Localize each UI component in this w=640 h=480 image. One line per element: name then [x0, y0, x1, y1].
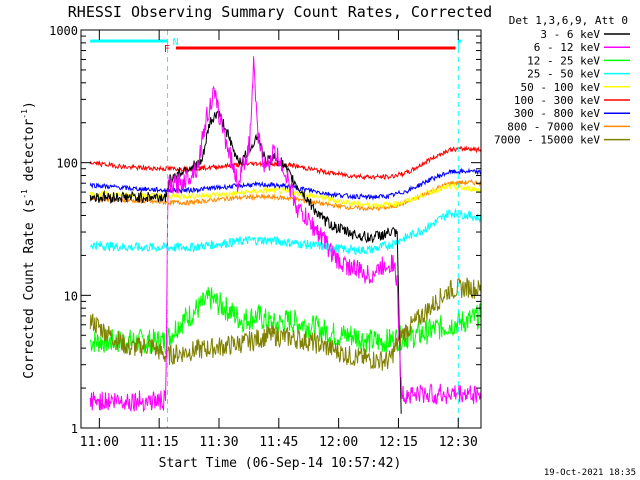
x-tick-label: 12:30 [439, 435, 478, 450]
series-line-7 [89, 167, 481, 201]
y-tick-label: 1000 [49, 24, 78, 38]
series-line-1 [89, 109, 402, 414]
series-line-3 [89, 287, 481, 355]
axis-layer: 1 10 100 1000 11:00 11:15 11:30 11:45 12:00 12:15… [49, 24, 481, 450]
chart-title: RHESSI Observing Summary Count Rates, Co… [68, 3, 492, 21]
x-tick-label: 11:45 [259, 435, 298, 450]
series-line-4 [89, 207, 481, 256]
series-layer [89, 56, 481, 414]
y-tick-label: 10 [64, 289, 78, 303]
y-axis-label-sup2: -1 [20, 109, 29, 119]
series-line-2 [89, 56, 481, 413]
legend-label: 3 - 6 keV [540, 28, 600, 41]
legend-label: 50 - 100 keV [521, 81, 601, 94]
x-tick-label: 11:00 [80, 435, 119, 450]
y-tick-label: 100 [56, 157, 78, 171]
legend-label: 25 - 50 keV [527, 68, 600, 81]
legend-label: 6 - 12 keV [534, 41, 601, 54]
plot-frame [80, 29, 482, 429]
flare-label: F [164, 44, 170, 55]
y-axis-label-sup1: -1 [20, 189, 29, 199]
legend-label: 100 - 300 keV [514, 94, 600, 107]
x-axis-label: Start Time (06-Sep-14 10:57:42) [159, 456, 402, 471]
legend-header: Det 1,3,6,9, Att 0 [509, 14, 628, 27]
legend-label: 7000 - 15000 keV [494, 134, 600, 147]
y-axis-label-end: ) [22, 101, 37, 109]
x-tick-label: 11:15 [140, 435, 179, 450]
legend-label: 12 - 25 keV [527, 54, 600, 67]
night-label: N [173, 37, 179, 48]
x-tick-label: 11:30 [199, 435, 238, 450]
series-line-6 [89, 145, 481, 181]
legend-label: 800 - 7000 keV [507, 120, 600, 133]
y-tick-label: 1 [71, 422, 78, 436]
x-tick-label: 12:00 [319, 435, 358, 450]
overlay-layer: FN [90, 30, 461, 428]
legend-label: 300 - 800 keV [514, 107, 600, 120]
series-line-9 [89, 277, 481, 371]
y-axis-label-main: Corrected Count Rate (s [22, 199, 37, 379]
y-axis-label: Corrected Count Rate (s-1 detector-1) [20, 101, 37, 379]
timestamp: 19-Oct-2021 18:35 [544, 468, 636, 478]
x-tick-label: 12:15 [379, 435, 418, 450]
y-axis-label-mid: detector [22, 119, 37, 190]
